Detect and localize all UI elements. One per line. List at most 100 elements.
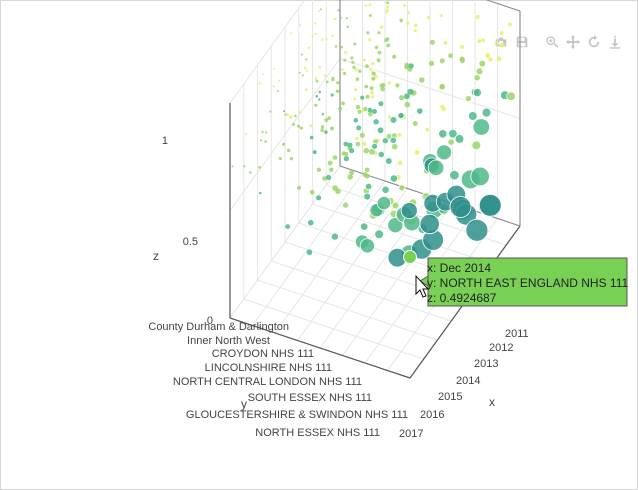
data-point[interactable] [414,150,420,155]
data-point[interactable] [278,156,282,161]
data-point[interactable] [335,188,341,195]
data-point[interactable] [403,3,406,7]
data-point[interactable] [345,17,348,20]
data-point[interactable] [386,5,390,9]
data-point[interactable] [381,137,389,145]
data-point[interactable] [330,93,334,97]
data-point[interactable] [362,58,366,62]
data-point[interactable] [352,65,356,69]
data-point[interactable] [428,60,435,67]
data-point[interactable] [289,115,293,118]
data-point[interactable] [384,157,393,165]
data-point[interactable] [414,23,418,27]
data-point[interactable] [398,184,406,192]
data-point[interactable] [440,14,444,18]
data-point[interactable] [285,224,291,230]
data-point[interactable] [311,35,314,38]
data-point[interactable] [331,76,335,80]
data-point[interactable] [441,107,446,112]
data-point[interactable] [353,42,357,46]
data-point[interactable] [318,10,320,13]
data-point[interactable] [360,222,369,231]
data-point[interactable] [289,157,294,161]
data-point[interactable] [355,105,361,110]
turntable-icon[interactable] [606,33,624,51]
data-point[interactable] [261,130,264,134]
data-point[interactable] [249,171,252,174]
data-point[interactable] [298,71,301,74]
data-point[interactable] [367,107,373,113]
data-point[interactable] [369,86,374,91]
data-point[interactable] [373,119,379,125]
data-point[interactable] [475,67,484,76]
data-point[interactable] [364,182,373,191]
data-point[interactable] [309,124,313,128]
data-point[interactable] [391,201,400,210]
data-point[interactable] [318,90,322,94]
data-point[interactable] [419,214,440,235]
data-point[interactable] [377,127,384,134]
data-point[interactable] [470,166,490,187]
data-point[interactable] [397,133,402,137]
data-point[interactable] [381,185,390,194]
data-point[interactable] [244,132,248,136]
data-point[interactable] [364,173,370,179]
data-point[interactable] [355,141,361,147]
data-point[interactable] [324,130,328,134]
data-point[interactable] [332,155,338,160]
data-point[interactable] [380,86,386,92]
data-point[interactable] [325,80,329,84]
data-point[interactable] [314,103,318,107]
data-point[interactable] [364,84,369,89]
data-point[interactable] [341,68,344,71]
data-point[interactable] [369,68,373,71]
data-point[interactable] [416,107,424,115]
data-point[interactable] [314,32,317,36]
data-point[interactable] [385,37,390,41]
data-point[interactable] [475,14,480,19]
data-point[interactable] [465,218,489,242]
data-point[interactable] [336,81,340,85]
data-point[interactable] [506,91,516,102]
data-point[interactable] [355,77,360,81]
data-point[interactable] [350,56,354,60]
data-point[interactable] [391,143,399,151]
data-point[interactable] [386,1,390,5]
orbit-rotation-icon[interactable] [585,33,603,51]
data-point[interactable] [363,147,370,154]
data-point[interactable] [429,39,435,45]
data-point[interactable] [342,201,350,209]
data-point[interactable] [399,18,404,23]
data-point[interactable] [305,88,308,91]
data-point[interactable] [359,238,375,254]
data-point[interactable] [344,151,349,157]
data-point[interactable] [315,95,319,98]
data-point[interactable] [300,53,303,56]
data-point[interactable] [330,232,339,241]
data-point[interactable] [325,37,328,41]
data-point[interactable] [307,46,310,49]
data-point[interactable] [385,8,389,12]
data-point[interactable] [374,74,378,79]
data-point[interactable] [306,69,309,72]
data-point[interactable] [347,142,353,148]
data-point[interactable] [449,196,472,218]
data-point[interactable] [386,43,391,48]
data-point[interactable] [340,16,343,19]
data-point[interactable] [365,64,369,68]
data-point[interactable] [258,191,262,195]
data-point[interactable] [338,106,342,111]
data-point[interactable] [301,74,304,77]
data-point[interactable] [387,81,392,85]
data-point[interactable] [243,165,246,168]
data-point[interactable] [258,165,262,169]
data-point[interactable] [305,58,308,61]
data-point[interactable] [365,94,370,99]
data-point[interactable] [360,95,365,100]
data-point[interactable] [488,57,493,62]
data-point[interactable] [258,82,261,85]
data-point[interactable] [353,97,356,101]
data-point[interactable] [478,193,502,217]
data-point[interactable] [448,53,453,59]
